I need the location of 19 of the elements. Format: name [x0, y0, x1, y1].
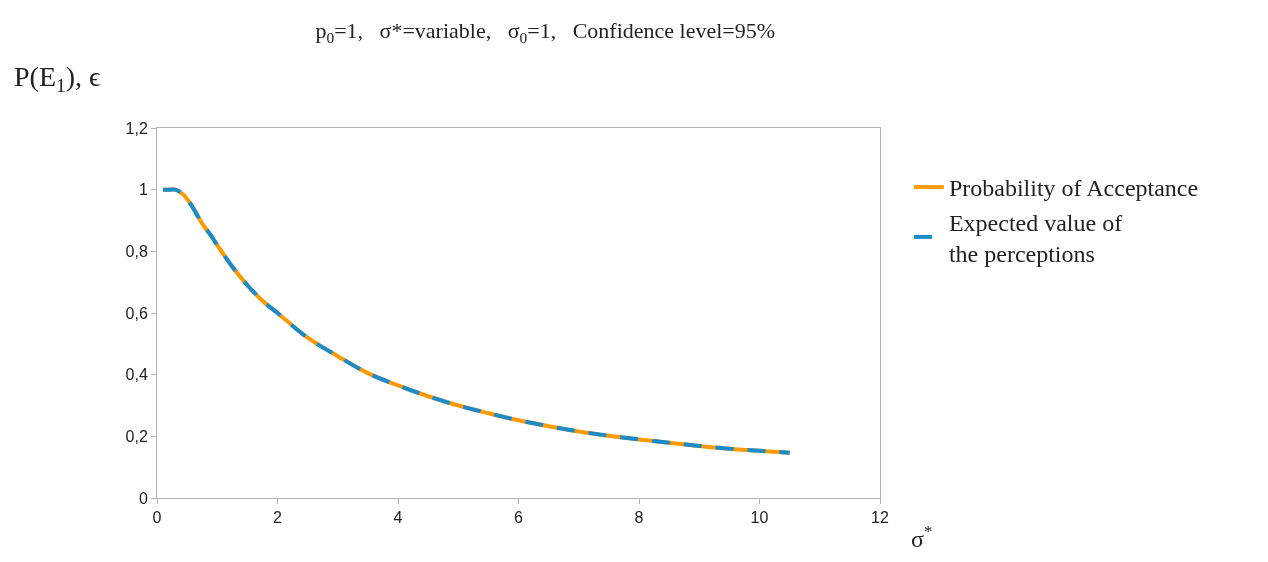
y-tick-label: 1 [138, 181, 148, 199]
x-tick-label: 2 [273, 509, 283, 527]
y-tick-label: 0,6 [125, 304, 148, 322]
y-tick-label: 0,8 [125, 242, 148, 260]
y-tick-label: 1,2 [125, 119, 148, 137]
x-tick-label: 6 [514, 509, 524, 527]
legend-label: Probability of Acceptance [948, 175, 1199, 202]
legend-label: Expected value of the perceptions [948, 209, 1123, 267]
x-tick-label: 0 [152, 509, 162, 527]
y-axis-title: P(E$_{1}$), ϵ [14, 61, 101, 96]
x-tick-label: 12 [871, 509, 889, 527]
y-tick-label: 0,4 [125, 366, 148, 384]
x-tick-label: 8 [634, 509, 644, 527]
y-tick-label: 0,2 [125, 427, 148, 445]
x-tick-label: 10 [750, 509, 769, 527]
y-tick-label: 0 [138, 489, 148, 507]
x-axis-title: σ$^{*}$ [911, 522, 933, 553]
x-tick-label: 4 [393, 509, 403, 527]
chart-title: p$_{0}$=1, σ*=variable, σ$_{0}$=1, Confidence level=95% [315, 17, 776, 46]
